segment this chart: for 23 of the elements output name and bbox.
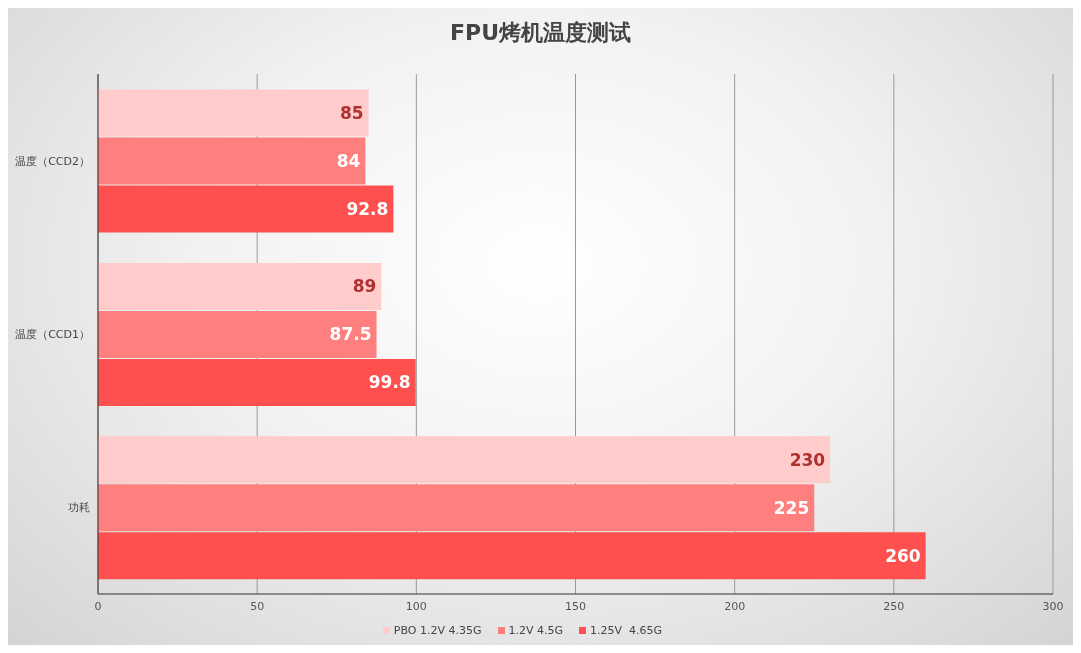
- data-label: 230: [789, 449, 826, 470]
- data-label: 99.8: [368, 372, 411, 393]
- data-label: 92.8: [346, 199, 389, 220]
- data-label: 85: [339, 103, 364, 124]
- data-label: 87.5: [329, 324, 372, 345]
- x-tick-label: 100: [405, 599, 427, 613]
- x-tick-label: 300: [1042, 599, 1064, 613]
- x-tick-label: 200: [724, 599, 746, 613]
- y-tick-label: 温度（CCD2）: [15, 154, 90, 168]
- data-label: 260: [885, 545, 921, 566]
- x-tick-label: 250: [883, 599, 905, 613]
- data-label: 89: [352, 276, 377, 297]
- legend-label: 1.25V 4.65G: [589, 624, 663, 637]
- x-tick-label: 0: [94, 599, 102, 613]
- data-label: 225: [773, 497, 810, 518]
- x-tick-label: 150: [565, 599, 586, 613]
- data-label: 84: [336, 151, 361, 172]
- chart-title: FPU烤机温度测试: [449, 19, 632, 47]
- legend-label: 1.2V 4.5G: [507, 624, 564, 637]
- x-tick-label: 50: [250, 599, 265, 613]
- y-tick-label: 温度（CCD1）: [15, 327, 90, 341]
- legend-label: PBO 1.2V 4.35G: [392, 624, 482, 637]
- y-tick-label: 功耗: [68, 501, 90, 515]
